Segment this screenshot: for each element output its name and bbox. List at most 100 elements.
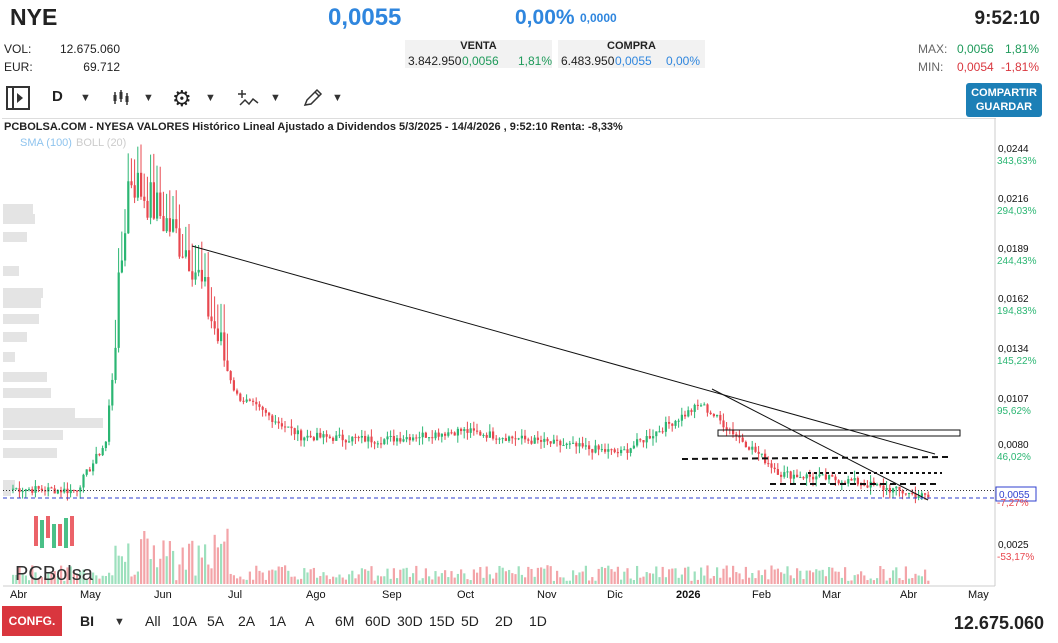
candle-body [277, 421, 280, 424]
volume-bar [79, 571, 82, 584]
volume-bar [514, 574, 517, 584]
min-pct: -1,81% [1001, 60, 1040, 74]
volume-profile-bar [3, 314, 39, 324]
y-tick-percent: 46,02% [997, 452, 1031, 463]
period-caret-icon[interactable]: ▼ [80, 92, 91, 104]
x-tick-label: Jun [154, 589, 172, 601]
volume-bar [872, 580, 875, 584]
period-button-a[interactable]: A [305, 613, 315, 629]
volume-bar [805, 570, 808, 584]
candles-caret-icon[interactable]: ▼ [143, 92, 154, 104]
volume-bar [37, 578, 40, 584]
volume-bar [207, 564, 210, 584]
volume-profile-bar [3, 298, 41, 308]
candle-body [418, 437, 421, 439]
period-button-5a[interactable]: 5A [207, 613, 225, 629]
save-label: GUARDAR [975, 101, 1033, 113]
candles-icon[interactable] [112, 88, 132, 111]
candle-body [63, 488, 66, 493]
y-tick-price: 0,0080 [998, 440, 1029, 451]
volume-bar [354, 578, 357, 584]
candle-body [652, 436, 655, 439]
period-button-2d[interactable]: 2D [495, 613, 513, 629]
candle-body [469, 428, 472, 433]
volume-bar [629, 578, 632, 584]
x-tick-label: Abr [900, 589, 917, 601]
period-button-5d[interactable]: 5D [461, 613, 479, 629]
candle-body [568, 443, 571, 445]
bi-caret-icon[interactable]: ▼ [114, 616, 125, 628]
candle-body [264, 409, 267, 413]
candle-body [88, 469, 91, 472]
candle-body [434, 432, 437, 439]
indicators-icon[interactable] [238, 88, 260, 113]
volume-bar [63, 580, 66, 584]
period-button-all[interactable]: All [145, 613, 161, 629]
candle-body [152, 182, 155, 219]
candle-body [680, 414, 683, 421]
candle-body [309, 435, 312, 438]
period-button-15d[interactable]: 15D [429, 613, 455, 629]
period-button-6m[interactable]: 6M [335, 613, 355, 629]
candle-body [325, 434, 328, 437]
candle-body [466, 429, 469, 433]
candle-body [914, 493, 917, 498]
x-tick-label: Ago [306, 589, 326, 601]
venta-pct: 1,81% [518, 54, 553, 68]
candle-body [223, 332, 226, 361]
volume-bar [104, 576, 107, 584]
gear-icon[interactable]: ⚙ [172, 86, 192, 111]
indicators-caret-icon[interactable]: ▼ [270, 92, 281, 104]
candle-body [367, 436, 370, 442]
period-button-30d[interactable]: 30D [397, 613, 423, 629]
volume-bar [351, 570, 354, 584]
compra-qty: 6.483.950 [561, 54, 615, 68]
candle-body [572, 442, 575, 444]
candle-body [693, 404, 696, 412]
candle-body [293, 428, 296, 435]
candle-body [159, 192, 162, 217]
candle-body [287, 426, 290, 428]
y-tick-percent: -7,27% [997, 498, 1029, 509]
candle-body [133, 185, 136, 198]
period-button-1d[interactable]: 1D [529, 613, 547, 629]
candle-body [21, 491, 24, 493]
candle-body [540, 440, 543, 442]
candle-body [546, 438, 549, 442]
candle-body [280, 423, 283, 427]
config-button[interactable]: CONFG. [2, 606, 62, 636]
pencil-caret-icon[interactable]: ▼ [332, 92, 343, 104]
volume-bar [194, 575, 197, 584]
volume-bar [741, 579, 744, 584]
candle-body [261, 406, 264, 410]
pencil-icon[interactable] [302, 88, 324, 113]
period-button-60d[interactable]: 60D [365, 613, 391, 629]
volume-bar [885, 580, 888, 584]
period-selector[interactable]: D [52, 88, 63, 105]
volume-total: 12.675.060 [953, 613, 1044, 633]
quote-time: 9:52:10 [974, 8, 1041, 29]
candle-body [284, 426, 287, 428]
candle-body [136, 172, 139, 198]
candle-body [588, 445, 591, 450]
volume-bar [418, 580, 421, 584]
candle-body [108, 405, 111, 442]
bi-selector[interactable]: BI [80, 613, 94, 629]
volume-bar [76, 575, 79, 584]
period-button-10a[interactable]: 10A [172, 613, 197, 629]
volume-bar [252, 579, 255, 584]
period-button-1a[interactable]: 1A [269, 613, 287, 629]
volume-bar [674, 568, 677, 584]
panel-toggle-icon[interactable] [6, 86, 30, 110]
candle-body [444, 433, 447, 436]
candle-body [831, 475, 834, 477]
share-save-button[interactable]: COMPARTIR GUARDAR [966, 83, 1042, 117]
volume-bar [850, 580, 853, 584]
gear-caret-icon[interactable]: ▼ [205, 92, 216, 104]
period-button-2a[interactable]: 2A [238, 613, 256, 629]
volume-bar [24, 575, 27, 584]
volume-bar [437, 576, 440, 584]
volume-bar [556, 570, 559, 584]
volume-bar [312, 567, 315, 584]
